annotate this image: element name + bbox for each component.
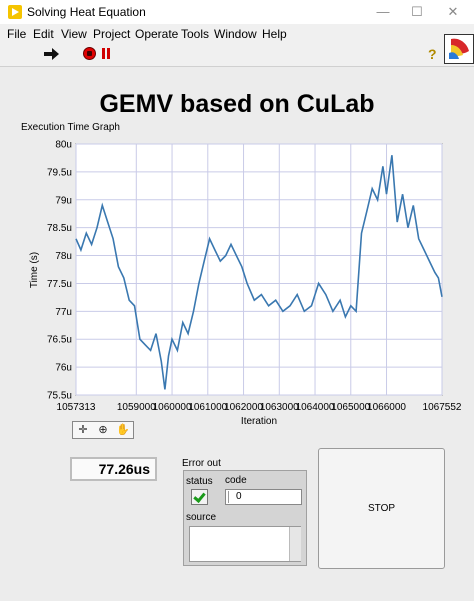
code-field: 0 <box>225 489 302 505</box>
status-label: status <box>186 476 213 487</box>
x-tick-label: 1059000 <box>117 402 156 413</box>
menu-file[interactable]: File <box>7 27 27 41</box>
menu-operate[interactable]: Operate <box>135 27 179 41</box>
vi-icon <box>444 34 474 64</box>
y-tick-label: 79.5u <box>47 167 72 178</box>
x-tick-label: 1060000 <box>153 402 192 413</box>
pan-hand-icon[interactable]: ✋ <box>116 424 130 436</box>
status-check-icon <box>191 489 208 505</box>
title-bar: Solving Heat Equation — ☐ ✕ <box>0 0 474 24</box>
minimize-button[interactable]: — <box>376 4 390 19</box>
y-tick-label: 76u <box>55 363 72 374</box>
close-button[interactable]: ✕ <box>447 4 459 19</box>
toolbar <box>0 44 474 67</box>
x-axis-label: Iteration <box>241 416 277 427</box>
y-tick-label: 79u <box>55 195 72 206</box>
x-tick-label: 1057313 <box>57 402 96 413</box>
y-tick-label: 77u <box>55 307 72 318</box>
menu-view[interactable]: View <box>61 27 87 41</box>
y-tick-label: 77.5u <box>47 279 72 290</box>
menu-project[interactable]: Project <box>93 27 131 41</box>
stop-button[interactable]: STOP <box>318 448 445 569</box>
y-tick-label: 78.5u <box>47 223 72 234</box>
x-tick-label: 1066000 <box>367 402 406 413</box>
page-title: GEMV based on CuLab <box>99 90 375 118</box>
pause-icon[interactable] <box>102 48 111 59</box>
source-scrollbar[interactable] <box>289 527 301 561</box>
menu-tools[interactable]: Tools <box>181 27 210 41</box>
source-field <box>189 526 301 562</box>
source-label: source <box>186 512 217 523</box>
y-tick-label: 78u <box>55 251 72 262</box>
y-tick-label: 75.5u <box>47 391 72 402</box>
abort-execution-icon[interactable] <box>83 47 96 60</box>
x-tick-label: 1063000 <box>260 402 299 413</box>
window-title: Solving Heat Equation <box>27 5 146 19</box>
y-tick-label: 80u <box>55 140 72 151</box>
plot-area <box>75 143 443 396</box>
radix-icon <box>228 491 234 503</box>
execution-time-graph[interactable]: 75.5u 76u 76.5u 77u 77.5u 78u 78.5u 79u 79.5u 80u… <box>0 132 474 432</box>
code-value: 0 <box>236 491 242 502</box>
x-tick-label: 1067552 <box>423 402 462 413</box>
run-arrow-icon[interactable] <box>44 48 60 60</box>
labview-app-icon <box>8 5 22 19</box>
graph-label: Execution Time Graph <box>21 122 120 133</box>
x-tick-label: 1062000 <box>224 402 263 413</box>
execution-time-indicator: 77.26us <box>70 457 157 481</box>
context-help-icon[interactable]: ? <box>428 46 437 62</box>
maximize-button[interactable]: ☐ <box>411 4 423 19</box>
zoom-icon[interactable]: ⊕ <box>98 424 108 436</box>
x-tick-label: 1064000 <box>296 402 335 413</box>
error-out-label: Error out <box>182 458 221 469</box>
y-tick-label: 76.5u <box>47 335 72 346</box>
menu-bar: File Edit View Project Operate Tools Win… <box>0 24 474 44</box>
menu-help[interactable]: Help <box>262 27 287 41</box>
cursor-move-icon[interactable]: ✛ <box>78 424 88 436</box>
menu-edit[interactable]: Edit <box>33 27 54 41</box>
y-axis-label: Time (s) <box>29 252 40 288</box>
x-tick-label: 1061000 <box>188 402 227 413</box>
series-line <box>75 155 443 390</box>
x-tick-label: 1065000 <box>331 402 370 413</box>
graph-palette: ✛ ⊕ ✋ <box>72 421 134 439</box>
menu-window[interactable]: Window <box>214 27 257 41</box>
code-label: code <box>225 475 247 486</box>
